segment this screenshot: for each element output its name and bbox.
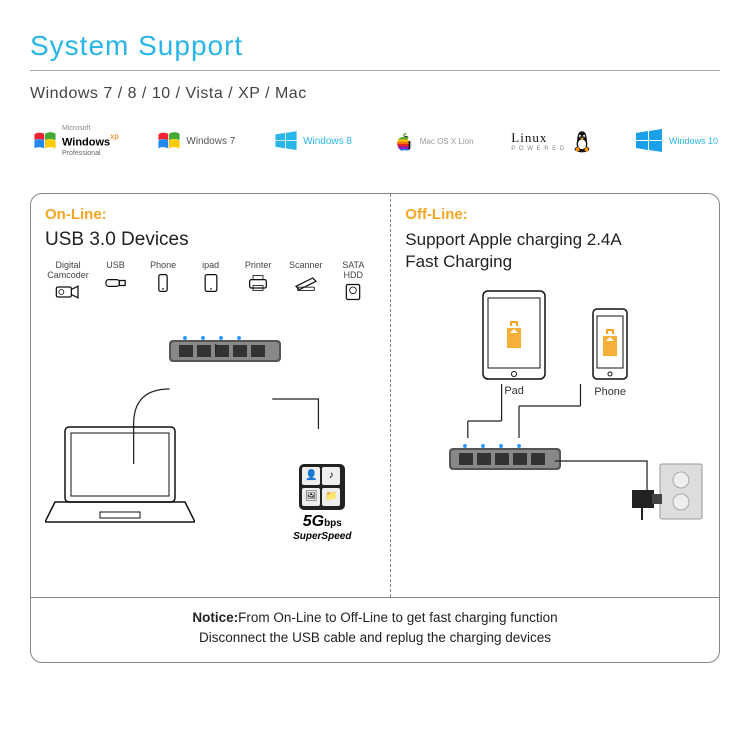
notice-line2: Disconnect the USB cable and replug the … [199, 630, 551, 645]
speed-unit: bps [324, 518, 342, 529]
page-title: System Support [30, 30, 720, 62]
os-logo-win7: Windows 7 [156, 128, 235, 154]
wall-outlet-icon [630, 462, 705, 522]
dev-label-ipad: ipad [202, 261, 219, 270]
offline-title: Support Apple charging 2.4AFast Charging [405, 229, 705, 273]
win7-label: Windows [186, 136, 227, 147]
notice-row: Notice:From On-Line to Off-Line to get f… [31, 597, 719, 663]
win8-icon [633, 125, 665, 157]
usbstick-icon [102, 273, 130, 293]
online-title: USB 3.0 Devices [45, 229, 376, 251]
dev-label-camcorder: DigitalCamcoder [47, 261, 89, 280]
winflag-classic-icon [32, 128, 58, 154]
os-logo-win8: Windows 8 [273, 128, 352, 154]
laptop-icon [45, 422, 195, 532]
dev-label-printer: Printer [245, 261, 272, 270]
usb-hub-icon [165, 332, 285, 368]
tablet-icon [479, 288, 549, 383]
os-logos-row: Microsoft Windowsxp Professional Windows… [30, 125, 720, 157]
device-icons-row: DigitalCamcoder USB Phone ipad Printer S… [45, 261, 376, 304]
os-logo-linux: Linux P O W E R E D [511, 128, 595, 154]
usb-hub-icon [445, 440, 565, 476]
online-mode-label: On-Line: [45, 206, 376, 223]
xp-suffix: xp [110, 132, 118, 141]
speed-sub: SuperSpeed [282, 531, 362, 542]
pad-device: Pad [479, 288, 549, 398]
linux-label: Linux [511, 130, 565, 146]
win10-label: Windows 10 [669, 136, 718, 146]
apple-rainbow-icon [390, 128, 416, 154]
os-logo-mac: Mac OS X Lion [390, 128, 474, 154]
speed-value: 5G [303, 513, 324, 530]
speed-badge: 👤♪🖼📁 5Gbps SuperSpeed [282, 464, 362, 542]
win8-icon [273, 128, 299, 154]
hdd-icon [339, 282, 367, 302]
tux-icon [569, 128, 595, 154]
phone-device: Phone [589, 306, 631, 398]
online-panel: On-Line: USB 3.0 Devices DigitalCamcoder… [31, 194, 391, 597]
mac-label: Mac OS X Lion [420, 137, 474, 146]
os-logo-xp: Microsoft Windowsxp Professional [32, 125, 119, 157]
win8-label: Windows [303, 136, 344, 147]
tablet-sm-icon [197, 273, 225, 293]
os-list-text: Windows 7 / 8 / 10 / Vista / XP / Mac [30, 85, 720, 103]
dev-label-usb: USB [106, 261, 125, 270]
win7-suffix: 7 [230, 136, 236, 147]
xp-sub: Professional [62, 150, 119, 157]
dev-label-hdd: SATAHDD [342, 261, 364, 280]
title-underline [30, 70, 720, 71]
offline-panel: Off-Line: Support Apple charging 2.4AFas… [391, 194, 719, 597]
offline-mode-label: Off-Line: [405, 206, 705, 223]
printer-icon [244, 273, 272, 293]
phone-label: Phone [594, 386, 626, 398]
xp-label: Windows [62, 136, 110, 148]
modes-panel: On-Line: USB 3.0 Devices DigitalCamcoder… [30, 193, 720, 663]
camcorder-icon [54, 282, 82, 302]
laptop-area [45, 422, 195, 537]
scanner-icon [292, 273, 320, 293]
notice-line1: From On-Line to Off-Line to get fast cha… [238, 610, 557, 625]
dev-label-scanner: Scanner [289, 261, 323, 270]
phone-icon [149, 273, 177, 293]
winflag-classic-icon [156, 128, 182, 154]
os-logo-win10: Windows 10 [633, 125, 718, 157]
win8-suffix: 8 [346, 136, 352, 147]
xp-label-top: Microsoft [62, 125, 119, 132]
phone-large-icon [589, 306, 631, 384]
notice-label: Notice: [192, 610, 238, 625]
superspeed-icon: 👤♪🖼📁 [299, 464, 345, 510]
pad-label: Pad [504, 385, 524, 397]
wall-plug [630, 462, 705, 527]
dev-label-phone: Phone [150, 261, 176, 270]
linux-sub: P O W E R E D [511, 146, 565, 152]
